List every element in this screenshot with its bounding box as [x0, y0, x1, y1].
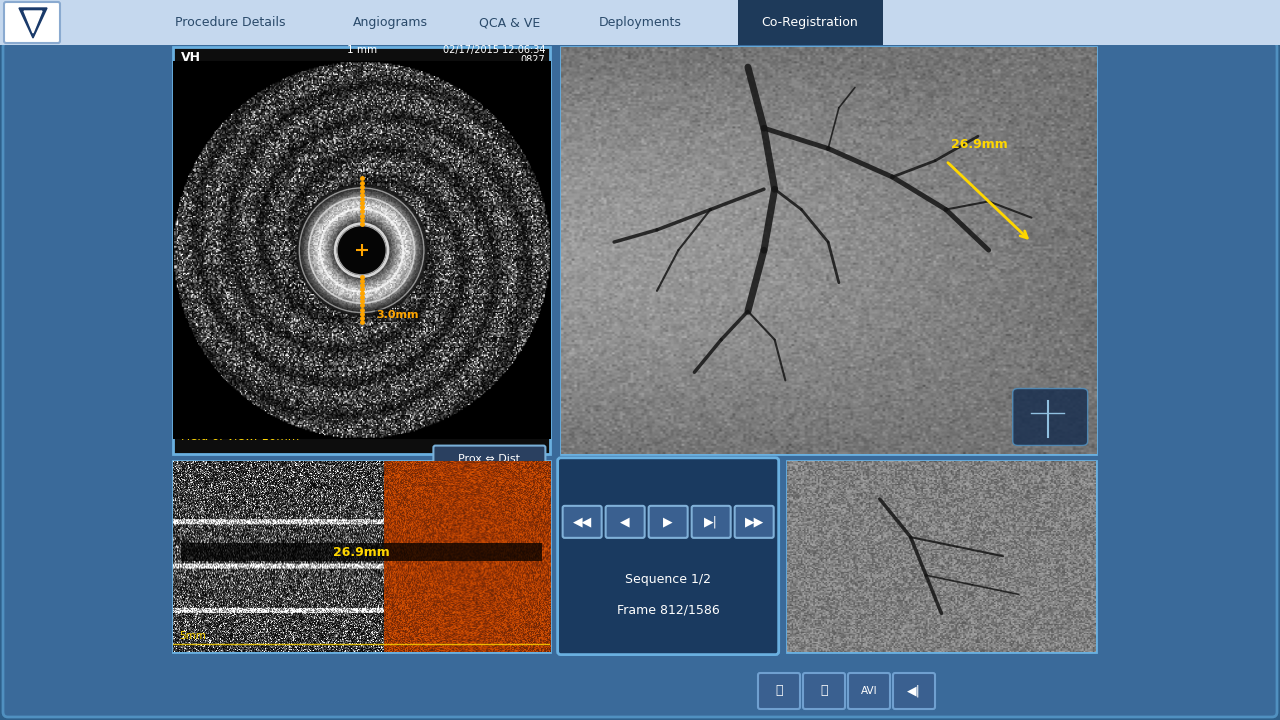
- Text: 26.9mm: 26.9mm: [333, 546, 390, 559]
- Text: 🗑: 🗑: [776, 685, 783, 698]
- Text: ▶|: ▶|: [704, 516, 718, 528]
- Text: Co-Registration: Co-Registration: [762, 16, 859, 29]
- FancyBboxPatch shape: [893, 673, 934, 709]
- Polygon shape: [19, 8, 47, 38]
- Bar: [787, 461, 1096, 652]
- Text: Frame 812/1586: Frame 812/1586: [617, 603, 719, 616]
- Bar: [0, 0, 1280, 45]
- Text: ◀: ◀: [621, 516, 630, 528]
- Text: Prox ⇔ Dist: Prox ⇔ Dist: [458, 454, 521, 464]
- FancyBboxPatch shape: [3, 42, 1277, 717]
- Text: 02/17/2015 12:06:34: 02/17/2015 12:06:34: [443, 45, 545, 55]
- Text: Field of view: 10mm: Field of view: 10mm: [180, 430, 300, 443]
- Text: 0827: 0827: [521, 55, 545, 65]
- FancyBboxPatch shape: [605, 506, 645, 538]
- Text: Sequence 1/2: Sequence 1/2: [625, 572, 712, 585]
- Text: 📷: 📷: [820, 685, 828, 698]
- Text: Deployments: Deployments: [599, 16, 681, 29]
- Text: Angiograms: Angiograms: [352, 16, 428, 29]
- FancyBboxPatch shape: [691, 506, 731, 538]
- FancyBboxPatch shape: [735, 506, 773, 538]
- FancyBboxPatch shape: [558, 458, 778, 654]
- FancyBboxPatch shape: [1012, 389, 1088, 446]
- Text: ◀|: ◀|: [908, 685, 920, 698]
- FancyBboxPatch shape: [434, 446, 545, 472]
- Bar: [739, 0, 883, 45]
- Text: VH: VH: [180, 51, 201, 64]
- FancyBboxPatch shape: [803, 673, 845, 709]
- Bar: [173, 47, 550, 454]
- Text: 26.9mm: 26.9mm: [951, 138, 1007, 151]
- FancyBboxPatch shape: [758, 673, 800, 709]
- Text: 5mm: 5mm: [179, 631, 206, 641]
- FancyBboxPatch shape: [649, 506, 687, 538]
- FancyBboxPatch shape: [4, 2, 60, 43]
- Bar: [561, 47, 1096, 454]
- FancyBboxPatch shape: [849, 673, 890, 709]
- Text: AVI: AVI: [860, 686, 877, 696]
- FancyBboxPatch shape: [563, 506, 602, 538]
- Text: ◀◀: ◀◀: [572, 516, 591, 528]
- Bar: [173, 461, 550, 652]
- Text: ▶: ▶: [663, 516, 673, 528]
- Text: ▶▶: ▶▶: [745, 516, 764, 528]
- Bar: [180, 544, 543, 562]
- Text: 1 mm: 1 mm: [347, 45, 376, 55]
- Circle shape: [337, 225, 387, 275]
- Text: Procedure Details: Procedure Details: [175, 16, 285, 29]
- Polygon shape: [24, 11, 42, 33]
- Text: 3.0mm: 3.0mm: [376, 310, 420, 320]
- Text: QCA & VE: QCA & VE: [480, 16, 540, 29]
